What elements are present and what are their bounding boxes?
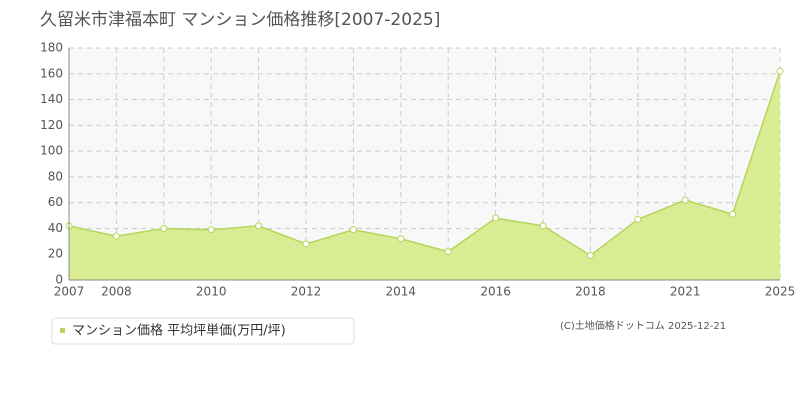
point [397, 235, 405, 243]
x-tick-label: 2007 [54, 285, 85, 299]
point [539, 222, 547, 230]
legend-box [51, 317, 355, 345]
y-tick-label: 100 [40, 144, 63, 158]
point [586, 252, 594, 260]
point [207, 226, 215, 234]
y-tick-label: 140 [40, 92, 63, 106]
y-tick-label: 180 [40, 41, 63, 55]
x-tick-label: 2018 [575, 285, 606, 299]
line [68, 70, 781, 257]
point [776, 67, 784, 75]
point [112, 232, 120, 240]
area [69, 71, 780, 280]
point [255, 222, 263, 230]
point [302, 240, 310, 248]
y-tick-label: 40 [48, 221, 63, 235]
y-tick-label: 20 [48, 247, 63, 261]
x-tick-label: 2012 [291, 285, 322, 299]
point [160, 224, 168, 232]
point [729, 210, 737, 218]
y-tick-label: 60 [48, 195, 63, 209]
x-tick-label: 2014 [386, 285, 417, 299]
point [492, 214, 500, 222]
point [349, 226, 357, 234]
y-tick-label: 80 [48, 169, 63, 183]
y-tick-label: 160 [40, 66, 63, 80]
x-tick-label: 2008 [101, 285, 132, 299]
x-tick-label: 2016 [480, 285, 511, 299]
x-tick-label: 2010 [196, 285, 227, 299]
legend-swatch [60, 328, 65, 333]
x-tick-label: 2021 [670, 285, 701, 299]
point [681, 196, 689, 204]
legend-label: マンション価格 平均坪単価(万円/坪) [72, 323, 286, 339]
point [444, 248, 452, 256]
credit: (C)土地価格ドットコム 2025-12-21 [560, 319, 726, 332]
point [634, 215, 642, 223]
x-tick-label: 2025 [765, 285, 796, 299]
y-tick-label: 120 [40, 118, 63, 132]
chart-title: 久留米市津福本町 マンション価格推移[2007-2025] [40, 10, 440, 30]
y-tick-label: 0 [55, 273, 63, 287]
